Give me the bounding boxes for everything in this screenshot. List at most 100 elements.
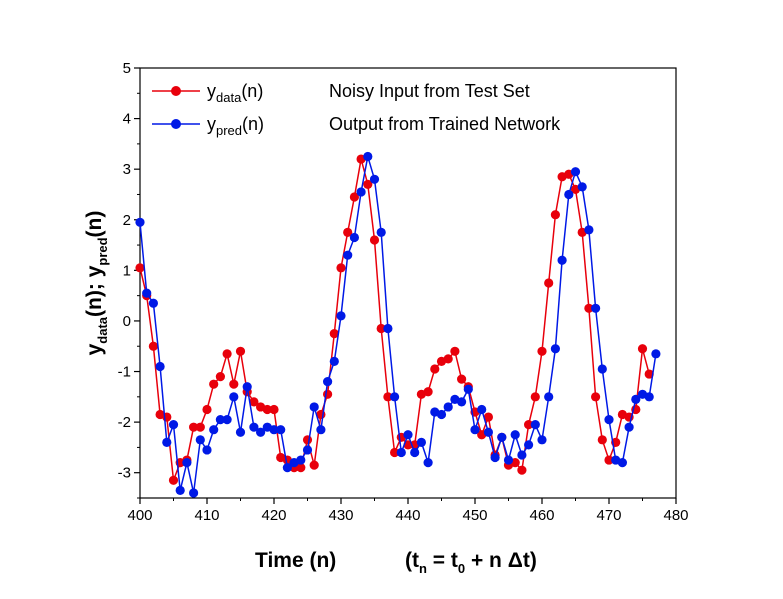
data-point-pred <box>503 455 514 465</box>
y-tick-label: 2 <box>123 212 131 229</box>
x-tick-label: 460 <box>529 507 554 524</box>
data-point-pred <box>470 425 480 435</box>
data-point-pred <box>416 437 426 447</box>
legend-label-data: ydata(n) <box>207 81 263 105</box>
data-point-pred <box>457 397 467 407</box>
data-point-data <box>443 354 453 364</box>
data-point-data <box>302 435 313 445</box>
data-point-pred <box>276 425 286 435</box>
data-point-data <box>249 397 259 407</box>
data-point-pred <box>142 288 152 298</box>
data-point-pred <box>537 435 547 445</box>
data-point-pred <box>296 455 306 465</box>
data-point-pred <box>644 392 654 402</box>
legend-entry-pred: ypred(n) Output from Trained Network <box>152 114 561 138</box>
data-point-pred <box>302 445 313 455</box>
data-point-data <box>309 460 319 470</box>
data-point-pred <box>235 427 246 437</box>
x-tick-label: 400 <box>127 507 152 524</box>
data-point-pred <box>162 437 172 447</box>
data-point-data <box>222 349 232 359</box>
data-point-data <box>544 278 554 288</box>
x-axis-formula: (tn = t0 + n Δt) <box>405 549 537 576</box>
x-tick-label: 480 <box>663 507 688 524</box>
legend: ydata(n) Noisy Input from Test Set ypred… <box>152 81 561 138</box>
data-point-pred <box>557 255 567 265</box>
data-point-pred <box>329 356 339 367</box>
data-point-data <box>457 374 467 384</box>
data-point-pred <box>182 457 192 468</box>
x-tick-label: 430 <box>328 507 353 524</box>
data-point-data <box>235 346 246 356</box>
data-point-pred <box>651 349 661 359</box>
y-tick-label: -1 <box>118 364 131 381</box>
data-point-pred <box>349 232 359 243</box>
data-point-data <box>262 404 272 415</box>
x-axis-title: Time (n) <box>255 549 336 572</box>
data-point-data <box>584 303 594 313</box>
y-tick-label: 5 <box>123 60 131 77</box>
data-point-data <box>537 346 547 356</box>
data-point-pred <box>155 361 165 372</box>
data-point-pred <box>175 485 185 496</box>
x-tick-label: 420 <box>261 507 286 524</box>
data-point-pred <box>591 303 601 313</box>
data-point-data <box>296 463 306 473</box>
data-point-data <box>644 369 654 379</box>
data-point-data <box>376 323 386 334</box>
y-tick-label: 0 <box>123 313 131 330</box>
data-point-data <box>349 192 359 202</box>
data-point-pred <box>148 298 158 308</box>
data-point-data <box>269 404 279 415</box>
data-point-pred <box>570 167 581 177</box>
data-point-pred <box>323 377 333 387</box>
data-point-pred <box>229 392 239 402</box>
data-point-pred <box>584 225 594 235</box>
data-point-data <box>336 263 346 273</box>
data-point-pred <box>376 227 386 238</box>
data-point-pred <box>410 447 420 458</box>
data-point-pred <box>396 447 406 458</box>
data-point-pred <box>483 427 493 437</box>
series-pred <box>135 151 661 498</box>
data-point-pred <box>242 382 252 392</box>
data-point-pred <box>383 323 393 334</box>
y-axis-title: ydata(n); ypred(n) <box>83 211 110 356</box>
data-point-pred <box>189 488 199 498</box>
data-point-data <box>135 263 145 273</box>
data-point-pred <box>436 409 447 420</box>
data-point-pred <box>316 425 326 435</box>
data-point-data <box>597 435 607 445</box>
data-point-pred <box>564 189 574 200</box>
data-point-pred <box>631 394 641 404</box>
data-point-data <box>195 422 205 432</box>
data-point-pred <box>390 392 400 402</box>
data-point-pred <box>477 404 487 415</box>
data-point-data <box>323 389 333 399</box>
data-point-pred <box>202 445 212 455</box>
data-point-pred <box>222 414 232 425</box>
legend-marker-pred <box>171 119 181 129</box>
data-point-pred <box>497 432 507 442</box>
data-point-pred <box>510 430 520 440</box>
data-point-pred <box>577 182 587 192</box>
data-point-pred <box>517 450 527 460</box>
data-point-pred <box>617 457 628 468</box>
data-point-data <box>524 420 534 430</box>
x-tick-label: 410 <box>194 507 219 524</box>
x-tick-label: 440 <box>395 507 420 524</box>
data-point-pred <box>282 463 292 473</box>
y-tick-label: 3 <box>123 161 131 178</box>
data-point-pred <box>597 364 607 374</box>
data-point-pred <box>544 392 554 402</box>
data-point-pred <box>195 435 205 445</box>
data-point-pred <box>604 414 614 425</box>
data-point-data <box>530 392 540 402</box>
data-point-pred <box>309 402 319 412</box>
data-point-pred <box>343 250 353 260</box>
data-point-data <box>591 392 601 402</box>
y-axis: -3 -2 -1 0 1 2 3 4 5 <box>118 60 140 499</box>
data-point-data <box>450 346 460 356</box>
data-point-pred <box>363 151 373 162</box>
data-point-pred <box>249 422 259 432</box>
